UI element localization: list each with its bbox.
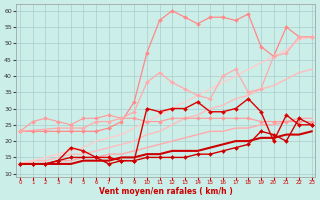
X-axis label: Vent moyen/en rafales ( km/h ): Vent moyen/en rafales ( km/h ) xyxy=(99,187,233,196)
